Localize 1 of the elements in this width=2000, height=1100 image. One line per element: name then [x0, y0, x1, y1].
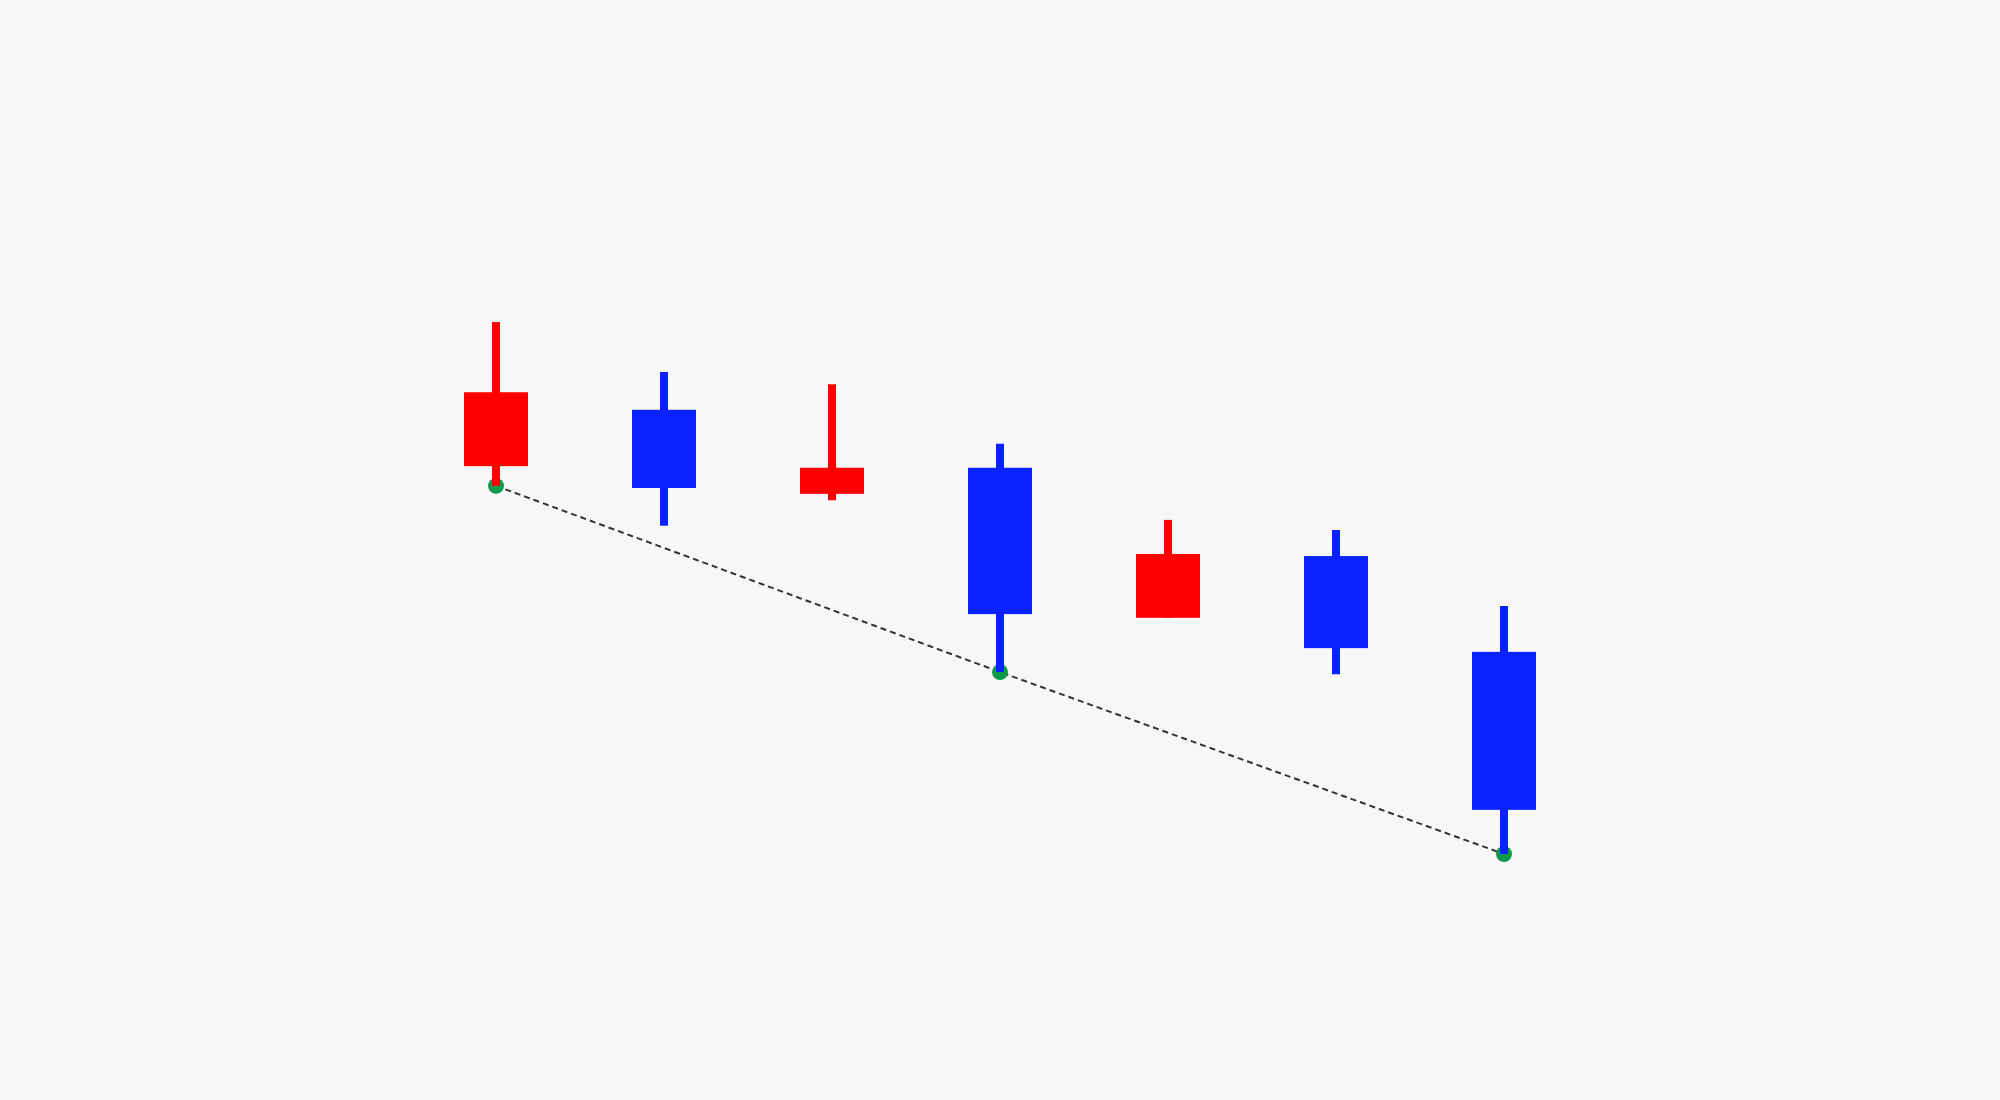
candlestick	[800, 384, 864, 501]
